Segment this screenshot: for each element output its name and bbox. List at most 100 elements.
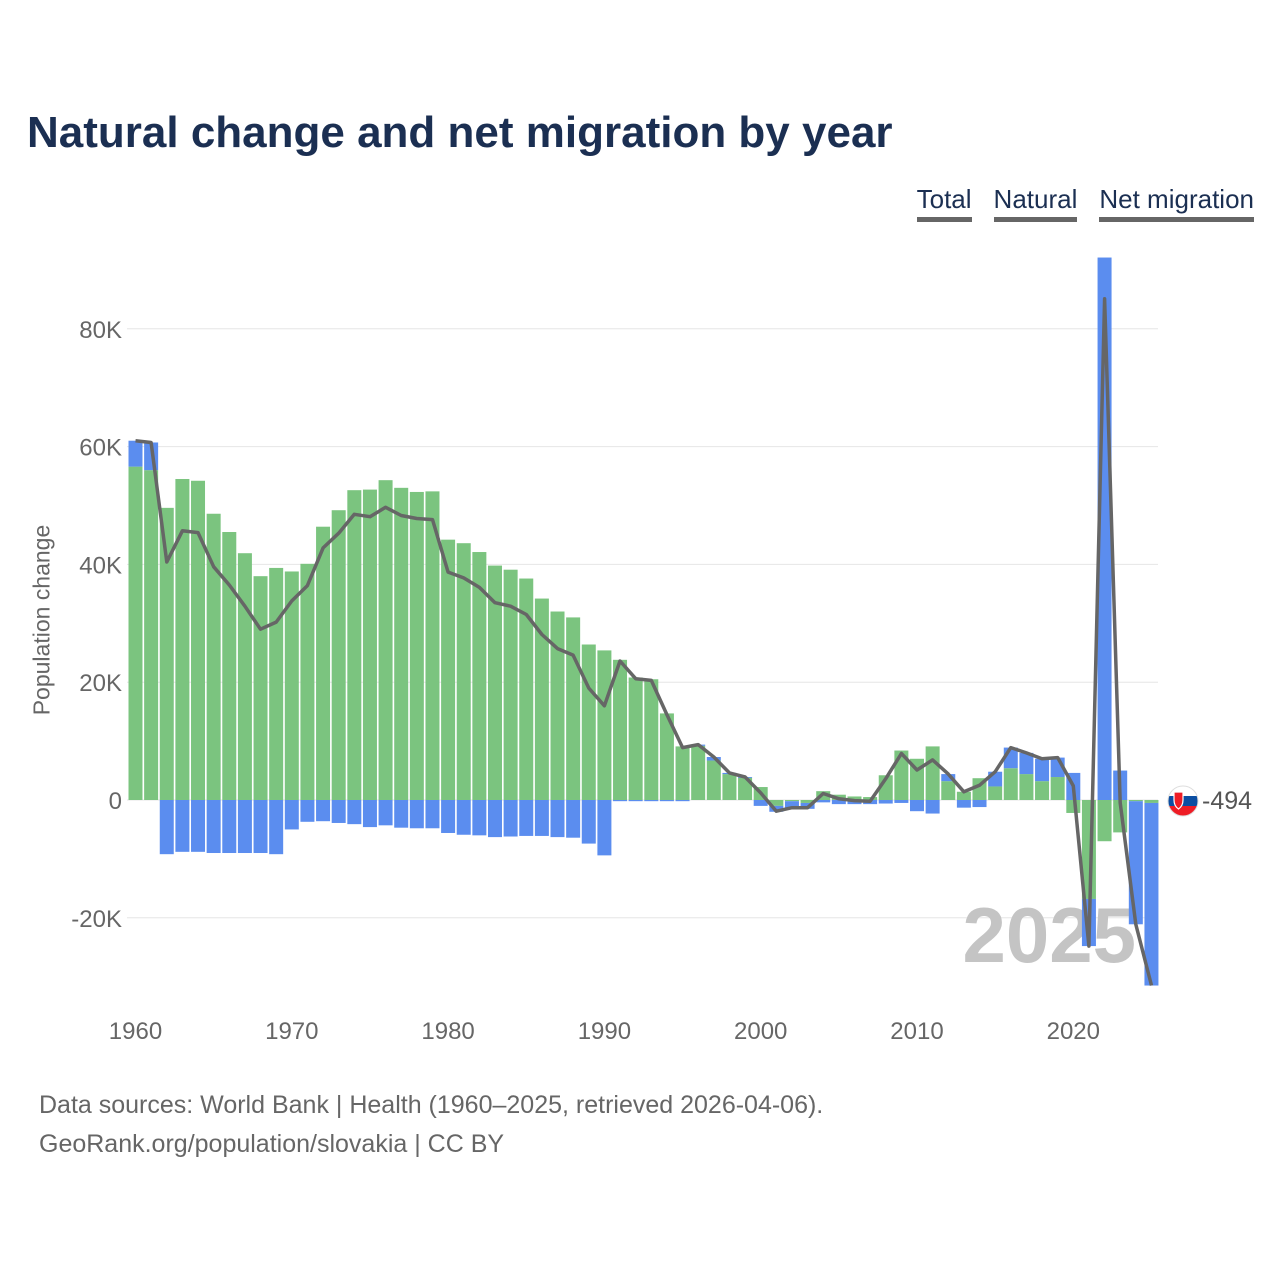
y-tick-label: 60K [79, 435, 122, 462]
migration-bar [394, 800, 409, 828]
y-tick-label: -20K [71, 906, 122, 933]
total-line [135, 297, 1154, 986]
natural-bar [1019, 774, 1034, 800]
natural-bar [1035, 781, 1050, 800]
y-axis-ticks: -20K 0 20K 40K 60K 80K [71, 317, 122, 933]
y-tick-label: 80K [79, 317, 122, 344]
migration-bar [613, 800, 628, 802]
migration-bar [159, 800, 174, 855]
natural-bar [988, 786, 1003, 800]
natural-bar [222, 532, 237, 800]
natural-bar [613, 659, 628, 800]
migration-bar [910, 800, 924, 812]
migration-bar [659, 800, 674, 802]
migration-bar [878, 800, 893, 804]
migration-bar [581, 800, 596, 844]
migration-bar [425, 800, 440, 829]
migration-bar [644, 800, 659, 802]
migration-bar [409, 800, 424, 829]
natural-bar [566, 617, 581, 800]
legend-item-net-migration[interactable]: Net migration [1099, 184, 1254, 222]
natural-bar [191, 480, 206, 800]
legend-item-total[interactable]: Total [916, 184, 972, 222]
natural-bar [784, 800, 799, 802]
natural-bar [519, 578, 534, 800]
x-tick-label: 1980 [421, 1018, 474, 1045]
migration-bar [503, 800, 518, 837]
migration-bar [925, 800, 940, 814]
migration-bar [331, 800, 346, 823]
migration-bar [347, 800, 362, 825]
migration-bar [1019, 752, 1034, 775]
migration-bar [753, 800, 768, 806]
natural-bar [253, 576, 268, 800]
migration-bar [441, 800, 456, 833]
natural-bar [144, 470, 159, 800]
natural-bar [1144, 800, 1159, 803]
natural-bar [159, 507, 174, 800]
migration-bar [1128, 801, 1143, 925]
natural-bar [362, 489, 377, 800]
natural-bar [534, 598, 549, 800]
end-marker [1167, 785, 1199, 817]
migration-bar [316, 800, 331, 822]
natural-bar [128, 466, 143, 800]
migration-bar [675, 800, 690, 802]
x-tick-label: 2020 [1047, 1018, 1100, 1045]
end-value-label: -494 [1202, 787, 1252, 815]
natural-bar [659, 713, 674, 800]
natural-bar [269, 567, 284, 800]
migration-bar [519, 800, 534, 836]
x-tick-label: 2010 [890, 1018, 943, 1045]
migration-bar [300, 800, 315, 822]
natural-bar [675, 746, 690, 800]
natural-bar [409, 491, 424, 800]
migration-bar [831, 800, 846, 805]
natural-bar [331, 510, 346, 800]
natural-bar [456, 543, 471, 800]
x-tick-label: 1990 [578, 1018, 631, 1045]
natural-bar [769, 800, 784, 806]
migration-bar [784, 801, 799, 808]
x-tick-label: 2000 [734, 1018, 787, 1045]
bars [128, 257, 1159, 986]
natural-bar [394, 487, 409, 800]
migration-bar [456, 800, 471, 835]
natural-bar [316, 526, 331, 800]
natural-bar [1003, 768, 1018, 800]
migration-bar [487, 800, 502, 838]
migration-bar [941, 774, 956, 782]
footer: Data sources: World Bank | Health (1960–… [39, 1086, 823, 1164]
x-tick-label: 1970 [265, 1018, 318, 1045]
y-tick-label: 0 [109, 788, 122, 815]
natural-bar [206, 513, 221, 800]
migration-bar [222, 800, 237, 854]
x-axis-ticks: 1960 1970 1980 1990 2000 2010 2020 [109, 1018, 1100, 1045]
natural-bar [1097, 800, 1112, 842]
y-tick-label: 40K [79, 552, 122, 579]
natural-bar [706, 760, 721, 800]
natural-bar [847, 796, 862, 800]
legend-item-natural[interactable]: Natural [993, 184, 1078, 222]
migration-bar [191, 800, 206, 852]
migration-bar [128, 440, 143, 467]
natural-bar [284, 571, 299, 800]
natural-bar [550, 611, 565, 800]
migration-bar [253, 800, 268, 854]
natural-bar [722, 774, 737, 800]
y-tick-label: 20K [79, 670, 122, 697]
natural-bar [347, 490, 362, 800]
migration-bar [284, 800, 299, 830]
footer-link[interactable]: GeoRank.org/population/slovakia | CC BY [39, 1130, 505, 1158]
migration-bar [816, 800, 831, 803]
migration-bar [362, 800, 377, 828]
natural-bar [425, 491, 440, 800]
natural-bar [300, 563, 315, 800]
natural-bar [175, 478, 190, 800]
natural-bar [378, 480, 393, 800]
natural-bar [941, 781, 956, 800]
natural-bar [597, 650, 612, 800]
migration-bar [628, 800, 643, 802]
migration-bar [956, 800, 971, 808]
natural-bar [487, 565, 502, 800]
